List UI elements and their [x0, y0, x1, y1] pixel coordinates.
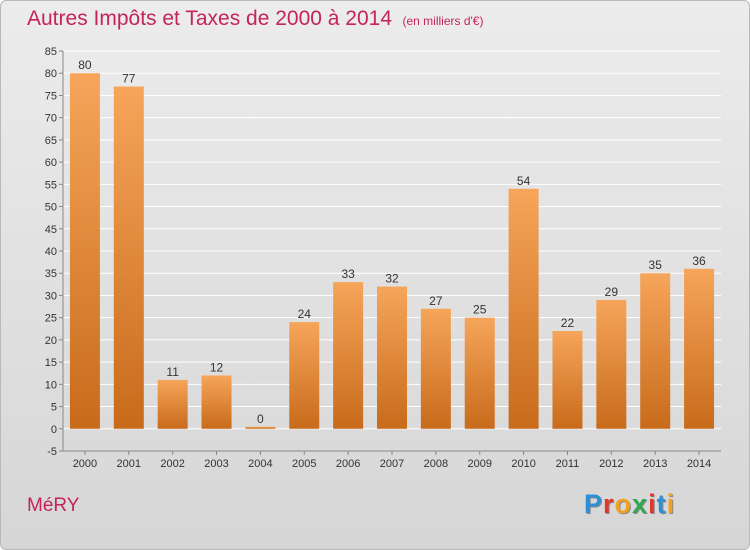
y-tick-label: 20	[45, 335, 57, 347]
y-tick-label: 65	[45, 135, 57, 147]
y-tick-label: 5	[51, 402, 57, 414]
data-label: 11	[166, 365, 179, 379]
y-tick-label: 50	[45, 202, 57, 214]
x-tick-label: 2000	[73, 458, 97, 470]
x-tick-label: 2004	[248, 458, 272, 470]
data-label: 36	[692, 254, 706, 268]
y-tick-label: -5	[47, 446, 57, 458]
y-tick-label: 25	[45, 313, 57, 325]
y-tick-label: 15	[45, 357, 57, 369]
y-tick-label: 30	[45, 290, 57, 302]
chart-subtitle: (en milliers d'€)	[402, 14, 484, 28]
bar	[245, 426, 276, 429]
data-label: 54	[517, 174, 531, 188]
chart-title: Autres Impôts et Taxes de 2000 à 2014	[27, 7, 393, 30]
data-label: 24	[298, 307, 312, 321]
y-tick-label: 80	[45, 68, 57, 80]
x-tick-label: 2013	[643, 458, 667, 470]
data-label: 77	[122, 72, 136, 86]
data-label: 0	[257, 412, 264, 426]
x-tick-label: 2009	[467, 458, 491, 470]
bar	[377, 286, 407, 429]
x-tick-label: 2012	[599, 458, 623, 470]
commune-name: MéRY	[27, 495, 80, 516]
y-tick-label: 40	[45, 246, 57, 258]
y-tick-label: 70	[45, 113, 57, 125]
title-row: Autres Impôts et Taxes de 2000 à 2014 (e…	[27, 7, 483, 31]
x-tick-label: 2014	[687, 458, 711, 470]
logo-letter: i	[666, 489, 676, 519]
data-label: 35	[649, 258, 663, 272]
x-tick-label: 2003	[204, 458, 228, 470]
data-label: 29	[605, 285, 619, 299]
bar	[552, 331, 583, 429]
bar	[69, 73, 100, 429]
x-tick-label: 2001	[117, 458, 141, 470]
x-tick-label: 2010	[511, 458, 535, 470]
x-tick-label: 2007	[380, 458, 404, 470]
bar	[464, 317, 495, 429]
y-tick-label: 85	[45, 46, 57, 58]
y-tick-label: 55	[45, 179, 57, 191]
data-label: 33	[341, 267, 355, 281]
x-tick-label: 2005	[292, 458, 316, 470]
y-tick-label: 45	[45, 224, 57, 236]
bar	[157, 379, 188, 429]
y-tick-label: 35	[45, 268, 57, 280]
y-tick-label: 60	[45, 157, 57, 169]
logo-letter: P	[584, 489, 604, 519]
bar	[508, 188, 539, 429]
data-label: 25	[473, 303, 487, 317]
bar	[420, 308, 451, 429]
data-label: 27	[429, 294, 443, 308]
bar	[289, 322, 320, 429]
bar	[684, 268, 715, 429]
data-label: 22	[561, 316, 575, 330]
bar	[113, 86, 144, 429]
logo-letter: r	[603, 489, 615, 519]
y-tick-label: 10	[45, 379, 57, 391]
logo-letter: o	[614, 489, 633, 519]
x-tick-label: 2002	[160, 458, 184, 470]
logo-letter: i	[648, 489, 657, 519]
bar	[201, 375, 232, 429]
x-tick-label: 2008	[424, 458, 448, 470]
logo-letter: x	[632, 489, 649, 519]
y-tick-label: 75	[45, 90, 57, 102]
proxiti-logo: Proxiti	[584, 489, 675, 520]
x-tick-label: 2011	[556, 458, 580, 470]
bar	[596, 299, 627, 429]
bar	[640, 273, 671, 429]
data-label: 12	[210, 360, 224, 374]
data-label: 32	[385, 272, 399, 286]
logo-letter: t	[656, 489, 667, 519]
y-tick-label: 0	[51, 424, 57, 436]
bar	[333, 282, 364, 429]
data-label: 80	[78, 58, 92, 72]
x-tick-label: 2006	[336, 458, 360, 470]
